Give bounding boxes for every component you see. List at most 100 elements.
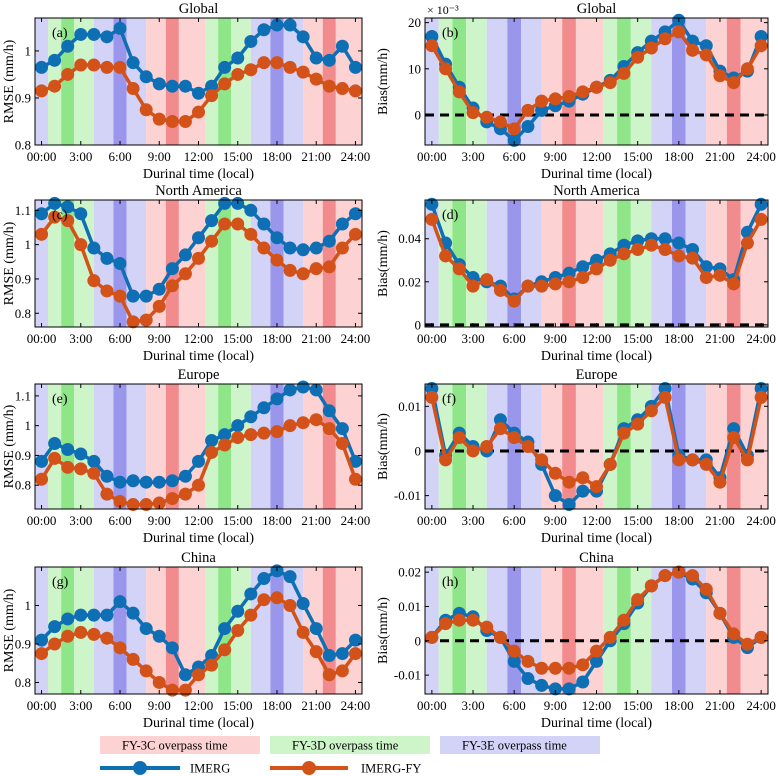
data-point-imerg-fy xyxy=(48,210,62,224)
data-point-imerg-fy xyxy=(466,613,480,627)
data-point-imerg-fy xyxy=(296,625,310,639)
data-point-imerg-fy xyxy=(727,76,741,90)
data-point-imerg xyxy=(48,437,62,451)
overpass-band-fy3d-10 xyxy=(205,200,219,327)
data-point-imerg xyxy=(576,675,590,689)
data-point-imerg-fy xyxy=(126,315,140,329)
x-axis-label: Durinal time (local) xyxy=(143,167,255,182)
data-point-imerg-fy xyxy=(192,478,205,492)
x-tick-label: 15:00 xyxy=(223,331,253,346)
data-point-imerg xyxy=(244,410,258,424)
x-tick-label: 6:00 xyxy=(108,331,131,346)
data-point-imerg-fy xyxy=(452,613,466,627)
data-point-imerg xyxy=(309,241,323,255)
x-tick-label: 21:00 xyxy=(705,149,735,164)
y-axis-label: RMSE (mm/h) xyxy=(2,404,17,488)
data-point-imerg-fy xyxy=(507,294,521,308)
data-point-imerg-fy xyxy=(218,643,232,657)
y-axis-label: Bias(mm/h) xyxy=(376,48,391,115)
panel-g: 00:00 3:00 6:00 9:00 12:00 15:00 18:00 21:00 24:… xyxy=(2,550,370,731)
x-tick-label: 6:00 xyxy=(503,149,526,164)
data-point-imerg-fy xyxy=(535,453,549,467)
data-point-imerg xyxy=(74,447,88,461)
data-point-imerg-fy xyxy=(603,630,617,644)
data-point-imerg-fy xyxy=(535,279,549,293)
data-point-imerg-fy xyxy=(192,668,205,682)
data-point-imerg-fy xyxy=(521,654,535,668)
data-point-imerg xyxy=(727,422,741,436)
legend-label-fy3c: FY-3C overpass time xyxy=(122,739,228,753)
data-point-imerg-fy xyxy=(535,661,549,675)
x-tick-label: 24:00 xyxy=(746,513,776,528)
x-tick-label: 3:00 xyxy=(461,331,484,346)
data-point-imerg-fy xyxy=(348,84,362,98)
panel-label: (b) xyxy=(442,26,459,41)
data-point-imerg xyxy=(322,649,336,663)
data-point-imerg xyxy=(35,60,49,74)
x-tick-label: 21:00 xyxy=(705,698,735,713)
overpass-band-fy3e-0 xyxy=(35,18,49,145)
data-point-imerg xyxy=(507,654,521,668)
data-point-imerg-fy xyxy=(548,277,562,291)
x-tick-label: 9:00 xyxy=(544,698,567,713)
data-point-imerg xyxy=(231,51,245,65)
data-point-imerg xyxy=(165,262,179,276)
data-point-imerg-fy xyxy=(257,426,271,440)
data-point-imerg xyxy=(672,236,686,250)
y-tick-label: 0.8 xyxy=(15,478,31,493)
legend-label-imerg: IMERG xyxy=(190,762,230,776)
data-point-imerg-fy xyxy=(727,277,741,291)
data-point-imerg-fy xyxy=(686,453,700,467)
data-point-imerg-fy xyxy=(139,103,153,117)
data-point-imerg-fy xyxy=(699,582,713,596)
data-point-imerg-fy xyxy=(113,289,127,303)
data-point-imerg xyxy=(348,207,362,221)
data-point-imerg-fy xyxy=(466,444,480,458)
data-point-imerg xyxy=(283,241,297,255)
data-point-imerg-fy xyxy=(178,114,192,128)
data-point-imerg xyxy=(309,383,323,397)
overpass-band-fy3c-16 xyxy=(303,384,323,509)
overpass-band-fy3d-2 xyxy=(452,567,467,694)
data-point-imerg xyxy=(754,381,768,395)
data-point-imerg-fy xyxy=(699,48,713,62)
data-point-imerg-fy xyxy=(548,661,562,675)
data-point-imerg-fy xyxy=(348,472,362,486)
data-point-imerg-fy xyxy=(603,253,617,267)
data-point-imerg-fy xyxy=(466,106,480,120)
x-tick-label: 15:00 xyxy=(223,149,253,164)
data-point-imerg-fy xyxy=(576,471,590,485)
x-tick-label: 00:00 xyxy=(27,331,57,346)
data-point-imerg-fy xyxy=(152,112,166,126)
overpass-band-fy3c-7 xyxy=(146,384,166,509)
panel-title: Europe xyxy=(178,367,220,383)
data-point-imerg-fy xyxy=(100,284,114,298)
overpass-band-fy3e-0 xyxy=(35,384,49,509)
y-tick-label: 1 xyxy=(25,598,32,613)
y-tick-label: 0.04 xyxy=(398,231,421,246)
x-tick-label: 9:00 xyxy=(148,331,171,346)
data-point-imerg xyxy=(335,422,349,436)
data-point-imerg-fy xyxy=(507,644,521,658)
x-tick-label: 9:00 xyxy=(148,698,171,713)
data-point-imerg xyxy=(535,678,549,692)
data-point-imerg-fy xyxy=(686,569,700,583)
data-point-imerg xyxy=(100,608,114,622)
data-point-imerg xyxy=(74,207,88,221)
data-point-imerg xyxy=(754,29,768,43)
x-axis-label: Durinal time (local) xyxy=(541,349,653,364)
panel-label: (d) xyxy=(442,208,459,223)
data-point-imerg-fy xyxy=(322,260,336,274)
overpass-band-fy3e-4 xyxy=(486,200,508,327)
x-axis-label: Durinal time (local) xyxy=(541,716,653,731)
overpass-band-fy3d-3 xyxy=(466,200,487,327)
data-point-imerg-fy xyxy=(644,579,658,593)
data-point-imerg-fy xyxy=(152,299,166,313)
data-point-imerg-fy xyxy=(205,234,219,248)
panel-label: (c) xyxy=(52,208,68,223)
data-point-imerg-fy xyxy=(644,41,658,55)
data-point-imerg-fy xyxy=(178,267,192,281)
data-point-imerg xyxy=(576,260,590,274)
data-point-imerg-fy xyxy=(87,466,101,480)
